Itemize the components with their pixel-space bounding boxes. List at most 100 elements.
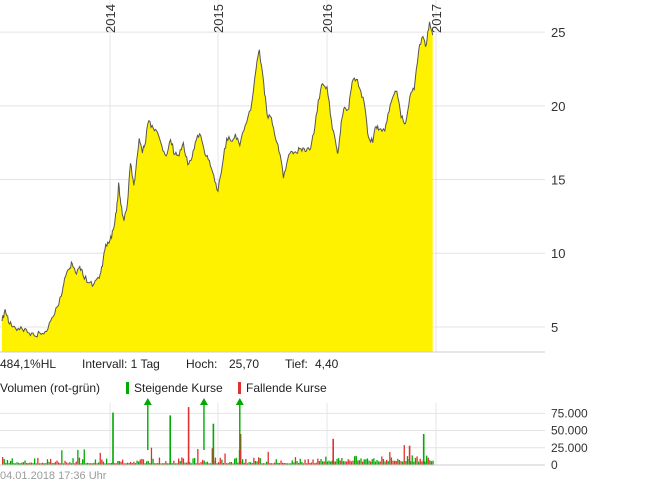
volume-bar <box>338 458 340 465</box>
volume-bar <box>314 463 316 465</box>
volume-bar <box>104 463 106 465</box>
volume-bar <box>61 450 63 465</box>
volume-bar <box>227 463 229 465</box>
volume-bar <box>195 463 197 465</box>
volume-spike-bar <box>332 438 334 465</box>
volume-spike-bar <box>239 434 242 465</box>
volume-bar <box>334 461 337 465</box>
volume-bar <box>266 461 268 465</box>
volume-bar <box>67 463 69 465</box>
volume-bar <box>86 462 89 465</box>
volume-bar <box>331 460 333 465</box>
volume-bar <box>205 462 207 465</box>
volume-bar <box>202 459 204 465</box>
volume-bar <box>45 463 47 465</box>
volume-bar <box>245 458 247 465</box>
volume-bar <box>216 463 218 465</box>
volume-bar <box>403 445 405 465</box>
volume-bar <box>291 460 293 465</box>
volume-bar <box>379 461 381 465</box>
volume-overflow-arrow-head <box>235 398 244 405</box>
volume-bar <box>358 460 361 465</box>
volume-bar <box>374 461 377 465</box>
interval-label: Intervall: 1 Tag <box>82 357 160 371</box>
volume-spike-bar <box>187 407 190 465</box>
volume-bar <box>237 462 239 465</box>
volume-bar <box>146 461 148 465</box>
volume-bar <box>424 461 426 465</box>
volume-bar <box>221 459 223 465</box>
volume-bar <box>32 463 34 465</box>
volume-bar <box>368 460 370 465</box>
volume-bar <box>29 462 31 465</box>
volume-bar <box>158 457 161 465</box>
volume-title: Volumen (rot-grün) <box>0 381 101 395</box>
volume-bar <box>301 462 303 465</box>
volume-bar <box>397 458 399 465</box>
volume-bar <box>342 461 345 465</box>
volume-bar <box>286 463 289 465</box>
volume-bar <box>341 458 343 465</box>
volume-bar <box>230 462 233 465</box>
volume-bar <box>378 461 380 465</box>
volume-overflow-arrow-head <box>199 398 208 405</box>
volume-bar <box>339 460 341 465</box>
price-y-tick-label: 10 <box>551 246 565 261</box>
volume-bar <box>27 463 29 465</box>
volume-bar <box>222 463 225 465</box>
volume-bar <box>274 462 276 465</box>
volume-bar <box>117 461 119 465</box>
volume-bar <box>299 458 301 465</box>
volume-bar <box>88 463 90 465</box>
volume-bar <box>208 463 210 465</box>
low-value: 4,40 <box>315 357 339 371</box>
price-y-tick-label: 15 <box>551 173 565 188</box>
volume-bar <box>136 460 138 465</box>
volume-bar <box>283 463 285 465</box>
volume-bar <box>46 459 49 465</box>
volume-bar <box>309 462 311 465</box>
volume-bar <box>37 457 39 465</box>
volume-bar <box>226 463 228 465</box>
volume-bar <box>154 463 156 465</box>
volume-bar <box>186 462 188 465</box>
volume-bar <box>50 458 52 465</box>
volume-bar <box>128 463 130 465</box>
volume-bar <box>130 461 132 465</box>
volume-bar <box>94 459 97 465</box>
volume-bar <box>6 460 9 465</box>
volume-bar <box>357 460 359 465</box>
volume-bar <box>269 463 271 465</box>
volume-bar <box>398 460 401 465</box>
volume-bar <box>35 463 37 465</box>
volume-bar <box>141 458 143 465</box>
volume-bar <box>149 463 151 465</box>
volume-bar <box>211 448 213 465</box>
volume-bar <box>14 463 17 465</box>
volume-bar <box>282 462 284 465</box>
volume-bar <box>293 462 295 465</box>
volume-bar <box>326 461 329 465</box>
volume-bar <box>152 458 154 465</box>
volume-bar <box>24 460 26 465</box>
volume-bar <box>330 461 332 465</box>
volume-bar <box>344 461 346 465</box>
volume-bar <box>168 463 170 465</box>
volume-bar <box>275 459 277 465</box>
volume-bar <box>171 463 173 465</box>
volume-bar <box>58 462 60 465</box>
volume-bar <box>214 457 217 465</box>
volume-bar <box>99 452 101 465</box>
volume-bar <box>250 462 252 465</box>
volume-bar <box>48 461 50 465</box>
volume-bar <box>133 461 135 465</box>
volume-bar <box>38 463 41 465</box>
volume-bar <box>107 463 109 465</box>
price-y-tick-label: 5 <box>551 320 558 335</box>
volume-bar <box>150 447 153 465</box>
volume-bar <box>194 458 196 465</box>
volume-bar <box>62 463 65 465</box>
volume-bar <box>302 463 305 465</box>
volume-bar <box>304 459 306 465</box>
volume-bar <box>421 461 423 465</box>
